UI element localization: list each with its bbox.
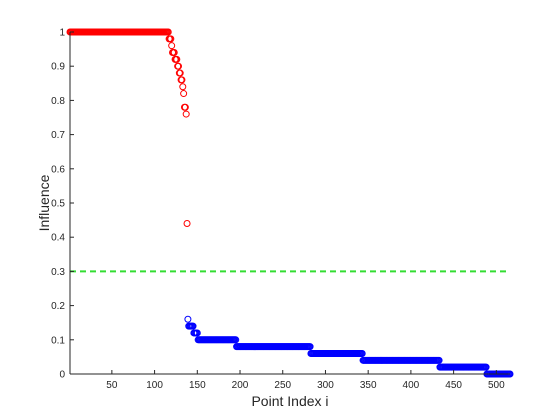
axes: 50 100 150 200 250 300 350 400 450 500 0 0.1 0.2 0.3 0… [51, 28, 510, 391]
data-point [435, 356, 443, 364]
data-point [176, 69, 184, 77]
y-tick-label: 0.1 [51, 335, 65, 346]
data-point [168, 42, 176, 50]
data-point [184, 315, 192, 323]
y-tick-label: 0.7 [51, 130, 65, 141]
data-point [180, 90, 188, 98]
y-tick-label: 0.3 [51, 267, 65, 278]
data-point [164, 28, 172, 36]
y-tick-label: 0.5 [51, 199, 65, 210]
x-tick-label: 100 [146, 380, 163, 391]
x-tick-label: 200 [232, 380, 249, 391]
data-point [173, 55, 181, 63]
y-tick-label: 1 [59, 28, 65, 39]
data-point [167, 35, 175, 43]
data-point [179, 83, 187, 91]
y-axis-label: Influence [36, 174, 52, 231]
data-point [182, 110, 190, 118]
x-tick-label: 150 [189, 380, 206, 391]
x-tick-label: 300 [317, 380, 334, 391]
x-tick-label: 500 [488, 380, 505, 391]
data-point [358, 349, 366, 357]
data-point [193, 329, 201, 337]
series-1 [66, 28, 191, 228]
data-marks [66, 28, 514, 378]
y-tick-label: 0.2 [51, 301, 65, 312]
y-tick-label: 0 [59, 370, 65, 381]
data-point [189, 322, 197, 330]
series-2 [184, 315, 514, 378]
data-point [183, 220, 191, 228]
x-tick-label: 50 [106, 380, 118, 391]
y-tick-label: 0.8 [51, 96, 65, 107]
y-tick-label: 0.6 [51, 164, 65, 175]
y-tick-label: 0.4 [51, 233, 65, 244]
data-point [181, 103, 189, 111]
x-tick-label: 250 [274, 380, 291, 391]
data-point [232, 336, 240, 344]
data-point [306, 343, 314, 351]
x-tick-label: 350 [360, 380, 377, 391]
x-tick-label: 450 [445, 380, 462, 391]
data-point [175, 62, 182, 70]
data-point [482, 363, 490, 371]
data-point [170, 49, 178, 57]
x-tick-label: 400 [403, 380, 420, 391]
y-tick-label: 0.9 [51, 62, 65, 73]
x-axis-label: Point Index i [251, 393, 328, 409]
data-point [178, 76, 186, 84]
